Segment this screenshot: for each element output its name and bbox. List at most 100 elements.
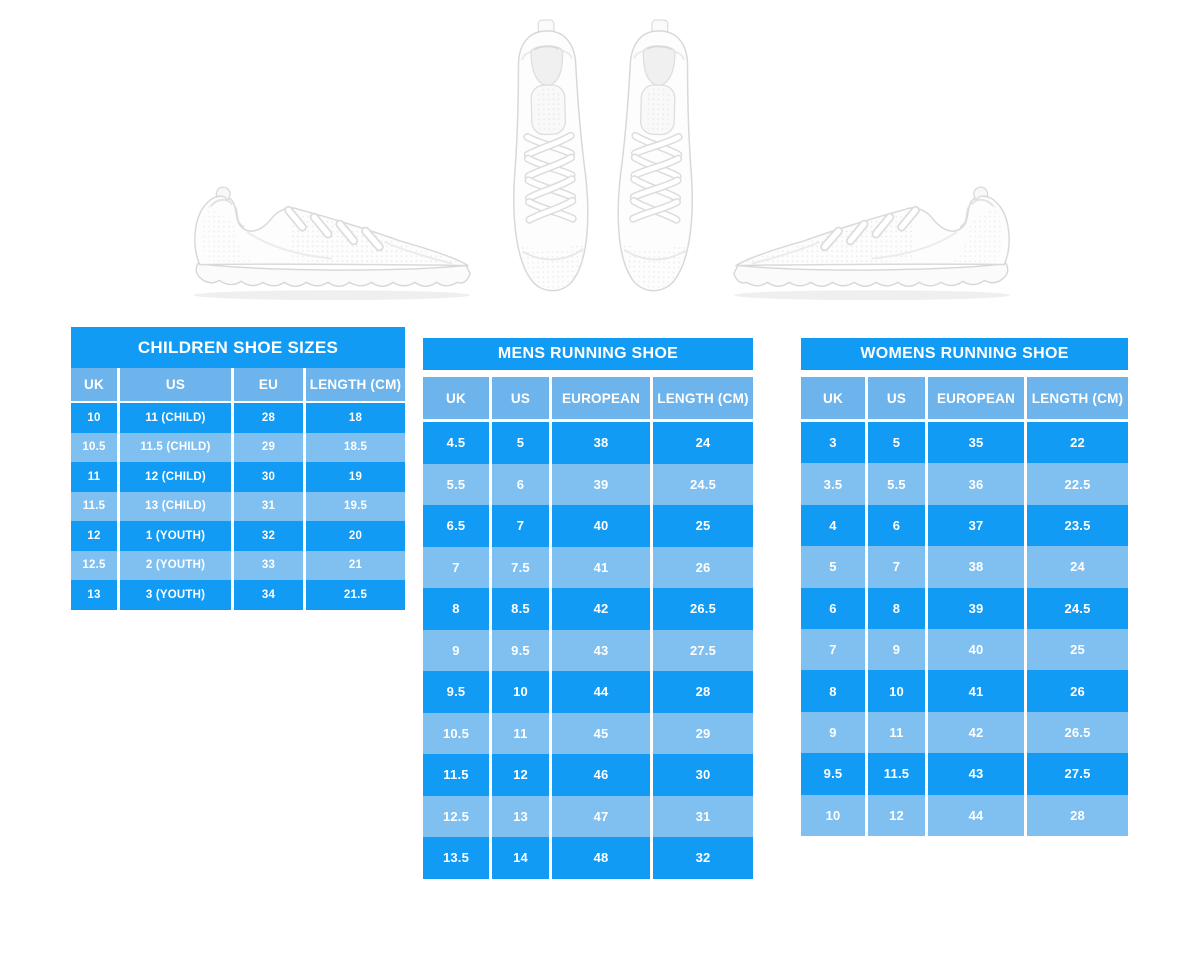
table-cell: 25 xyxy=(653,505,753,547)
table-cell: 24 xyxy=(653,422,753,464)
table-cell: 38 xyxy=(552,422,650,464)
table-cell: 8 xyxy=(801,670,865,712)
table-cell: 29 xyxy=(234,432,303,462)
table-cell: 11 xyxy=(868,711,925,754)
table-cell: 7 xyxy=(868,546,925,588)
table-cell: 31 xyxy=(234,491,303,521)
table-cell: 5 xyxy=(801,546,865,588)
table-cell: 48 xyxy=(552,837,650,879)
table-cell: 9.5 xyxy=(423,671,489,713)
table-cell: 12 xyxy=(492,754,549,796)
table-cell: 12 (CHILD) xyxy=(120,462,231,492)
table-cell: 10 xyxy=(71,403,117,433)
table-cell: 5.5 xyxy=(868,463,925,505)
table-cell: 41 xyxy=(928,670,1024,712)
table-cell: 12.5 xyxy=(423,795,489,837)
table-cell: 7 xyxy=(801,628,865,671)
table-cell: 26 xyxy=(1027,670,1128,712)
column-header-uk: UK xyxy=(423,377,489,419)
table-cell: 46 xyxy=(552,754,650,796)
table-cell: 3.5 xyxy=(801,463,865,505)
table-cell: 5 xyxy=(492,422,549,464)
table-cell: 21.5 xyxy=(306,580,405,610)
table-cell: 40 xyxy=(928,628,1024,671)
table-cell: 11.5 xyxy=(868,753,925,795)
table-cell: 8 xyxy=(423,588,489,630)
table-cell: 36 xyxy=(928,463,1024,505)
table-cell: 24 xyxy=(1027,546,1128,588)
column-header-eu: EU xyxy=(234,368,303,401)
table-cell: 2 (YOUTH) xyxy=(120,550,231,580)
table-cell: 33 xyxy=(234,550,303,580)
womens-table-header-row: UK US EUROPEAN LENGTH (CM) xyxy=(801,377,1128,419)
table-cell: 43 xyxy=(552,629,650,671)
table-cell: 26 xyxy=(653,546,753,588)
table-cell: 18 xyxy=(306,403,405,433)
womens-sizes-table: WOMENS RUNNING SHOE UK US EUROPEAN LENGTH (… xyxy=(801,338,1128,836)
table-cell: 31 xyxy=(653,795,753,837)
table-cell: 21 xyxy=(306,550,405,580)
table-cell: 11 (CHILD) xyxy=(120,403,231,433)
table-cell: 6 xyxy=(868,504,925,547)
children-table-header-row: UK US EU LENGTH (CM) xyxy=(71,368,405,401)
table-cell: 43 xyxy=(928,753,1024,795)
table-cell: 14 xyxy=(492,837,549,879)
table-cell: 28 xyxy=(1027,794,1128,836)
table-cell: 12 xyxy=(868,794,925,836)
column-header-length-cm: LENGTH (CM) xyxy=(653,377,753,419)
table-cell: 10.5 xyxy=(71,432,117,462)
table-cell: 13 xyxy=(492,795,549,837)
sneaker-side-view-right-image xyxy=(726,164,1022,304)
table-cell: 45 xyxy=(552,712,650,754)
table-cell: 5.5 xyxy=(423,463,489,505)
table-cell: 20 xyxy=(306,521,405,551)
column-header-length-cm: LENGTH (CM) xyxy=(1027,377,1128,419)
table-cell: 41 xyxy=(552,546,650,588)
table-cell: 11.5 xyxy=(71,491,117,521)
table-cell: 32 xyxy=(234,521,303,551)
table-cell: 10 xyxy=(801,794,865,836)
mens-table-title: MENS RUNNING SHOE xyxy=(423,338,753,370)
table-cell: 8.5 xyxy=(492,588,549,630)
table-cell: 19 xyxy=(306,462,405,492)
table-cell: 3 xyxy=(801,422,865,464)
table-cell: 24.5 xyxy=(1027,587,1128,629)
table-cell: 40 xyxy=(552,505,650,547)
table-cell: 32 xyxy=(653,837,753,879)
table-cell: 5 xyxy=(868,422,925,464)
table-cell: 19.5 xyxy=(306,491,405,521)
table-cell: 13 (CHILD) xyxy=(120,491,231,521)
womens-table-body: 3 5 35 22 3.5 5.5 36 22.5 4 6 37 23.5 5 7 38 24 6 8 39 24.5… xyxy=(801,422,1128,836)
table-cell: 11 xyxy=(492,712,549,754)
table-cell: 10 xyxy=(868,670,925,712)
table-cell: 42 xyxy=(928,711,1024,754)
table-cell: 44 xyxy=(552,671,650,713)
table-cell: 26.5 xyxy=(1027,711,1128,754)
table-cell: 9 xyxy=(423,629,489,671)
mens-sizes-table: MENS RUNNING SHOE UK US EUROPEAN LENGTH (CM… xyxy=(423,338,753,879)
table-cell: 23.5 xyxy=(1027,504,1128,547)
table-cell: 26.5 xyxy=(653,588,753,630)
table-cell: 42 xyxy=(552,588,650,630)
table-cell: 34 xyxy=(234,580,303,610)
table-cell: 11.5 xyxy=(423,754,489,796)
table-cell: 9.5 xyxy=(492,629,549,671)
table-cell: 7 xyxy=(423,546,489,588)
children-sizes-table: CHILDREN SHOE SIZES UK US EU LENGTH (CM) 10… xyxy=(71,327,405,610)
table-cell: 25 xyxy=(1027,628,1128,671)
table-cell: 9 xyxy=(801,711,865,754)
column-header-european: EUROPEAN xyxy=(552,377,650,419)
table-cell: 3 (YOUTH) xyxy=(120,580,231,610)
table-cell: 47 xyxy=(552,795,650,837)
table-cell: 6 xyxy=(801,587,865,629)
table-cell: 22.5 xyxy=(1027,463,1128,505)
table-cell: 38 xyxy=(928,546,1024,588)
sneaker-side-view-left-image xyxy=(182,164,478,304)
table-cell: 39 xyxy=(928,587,1024,629)
column-header-uk: UK xyxy=(801,377,865,419)
mens-table-body: 4.5 5 38 24 5.5 6 39 24.5 6.5 7 40 25 7 7.5 41 26 8 8.5 42… xyxy=(423,422,753,879)
table-cell: 30 xyxy=(234,462,303,492)
table-cell: 4.5 xyxy=(423,422,489,464)
table-cell: 10 xyxy=(492,671,549,713)
